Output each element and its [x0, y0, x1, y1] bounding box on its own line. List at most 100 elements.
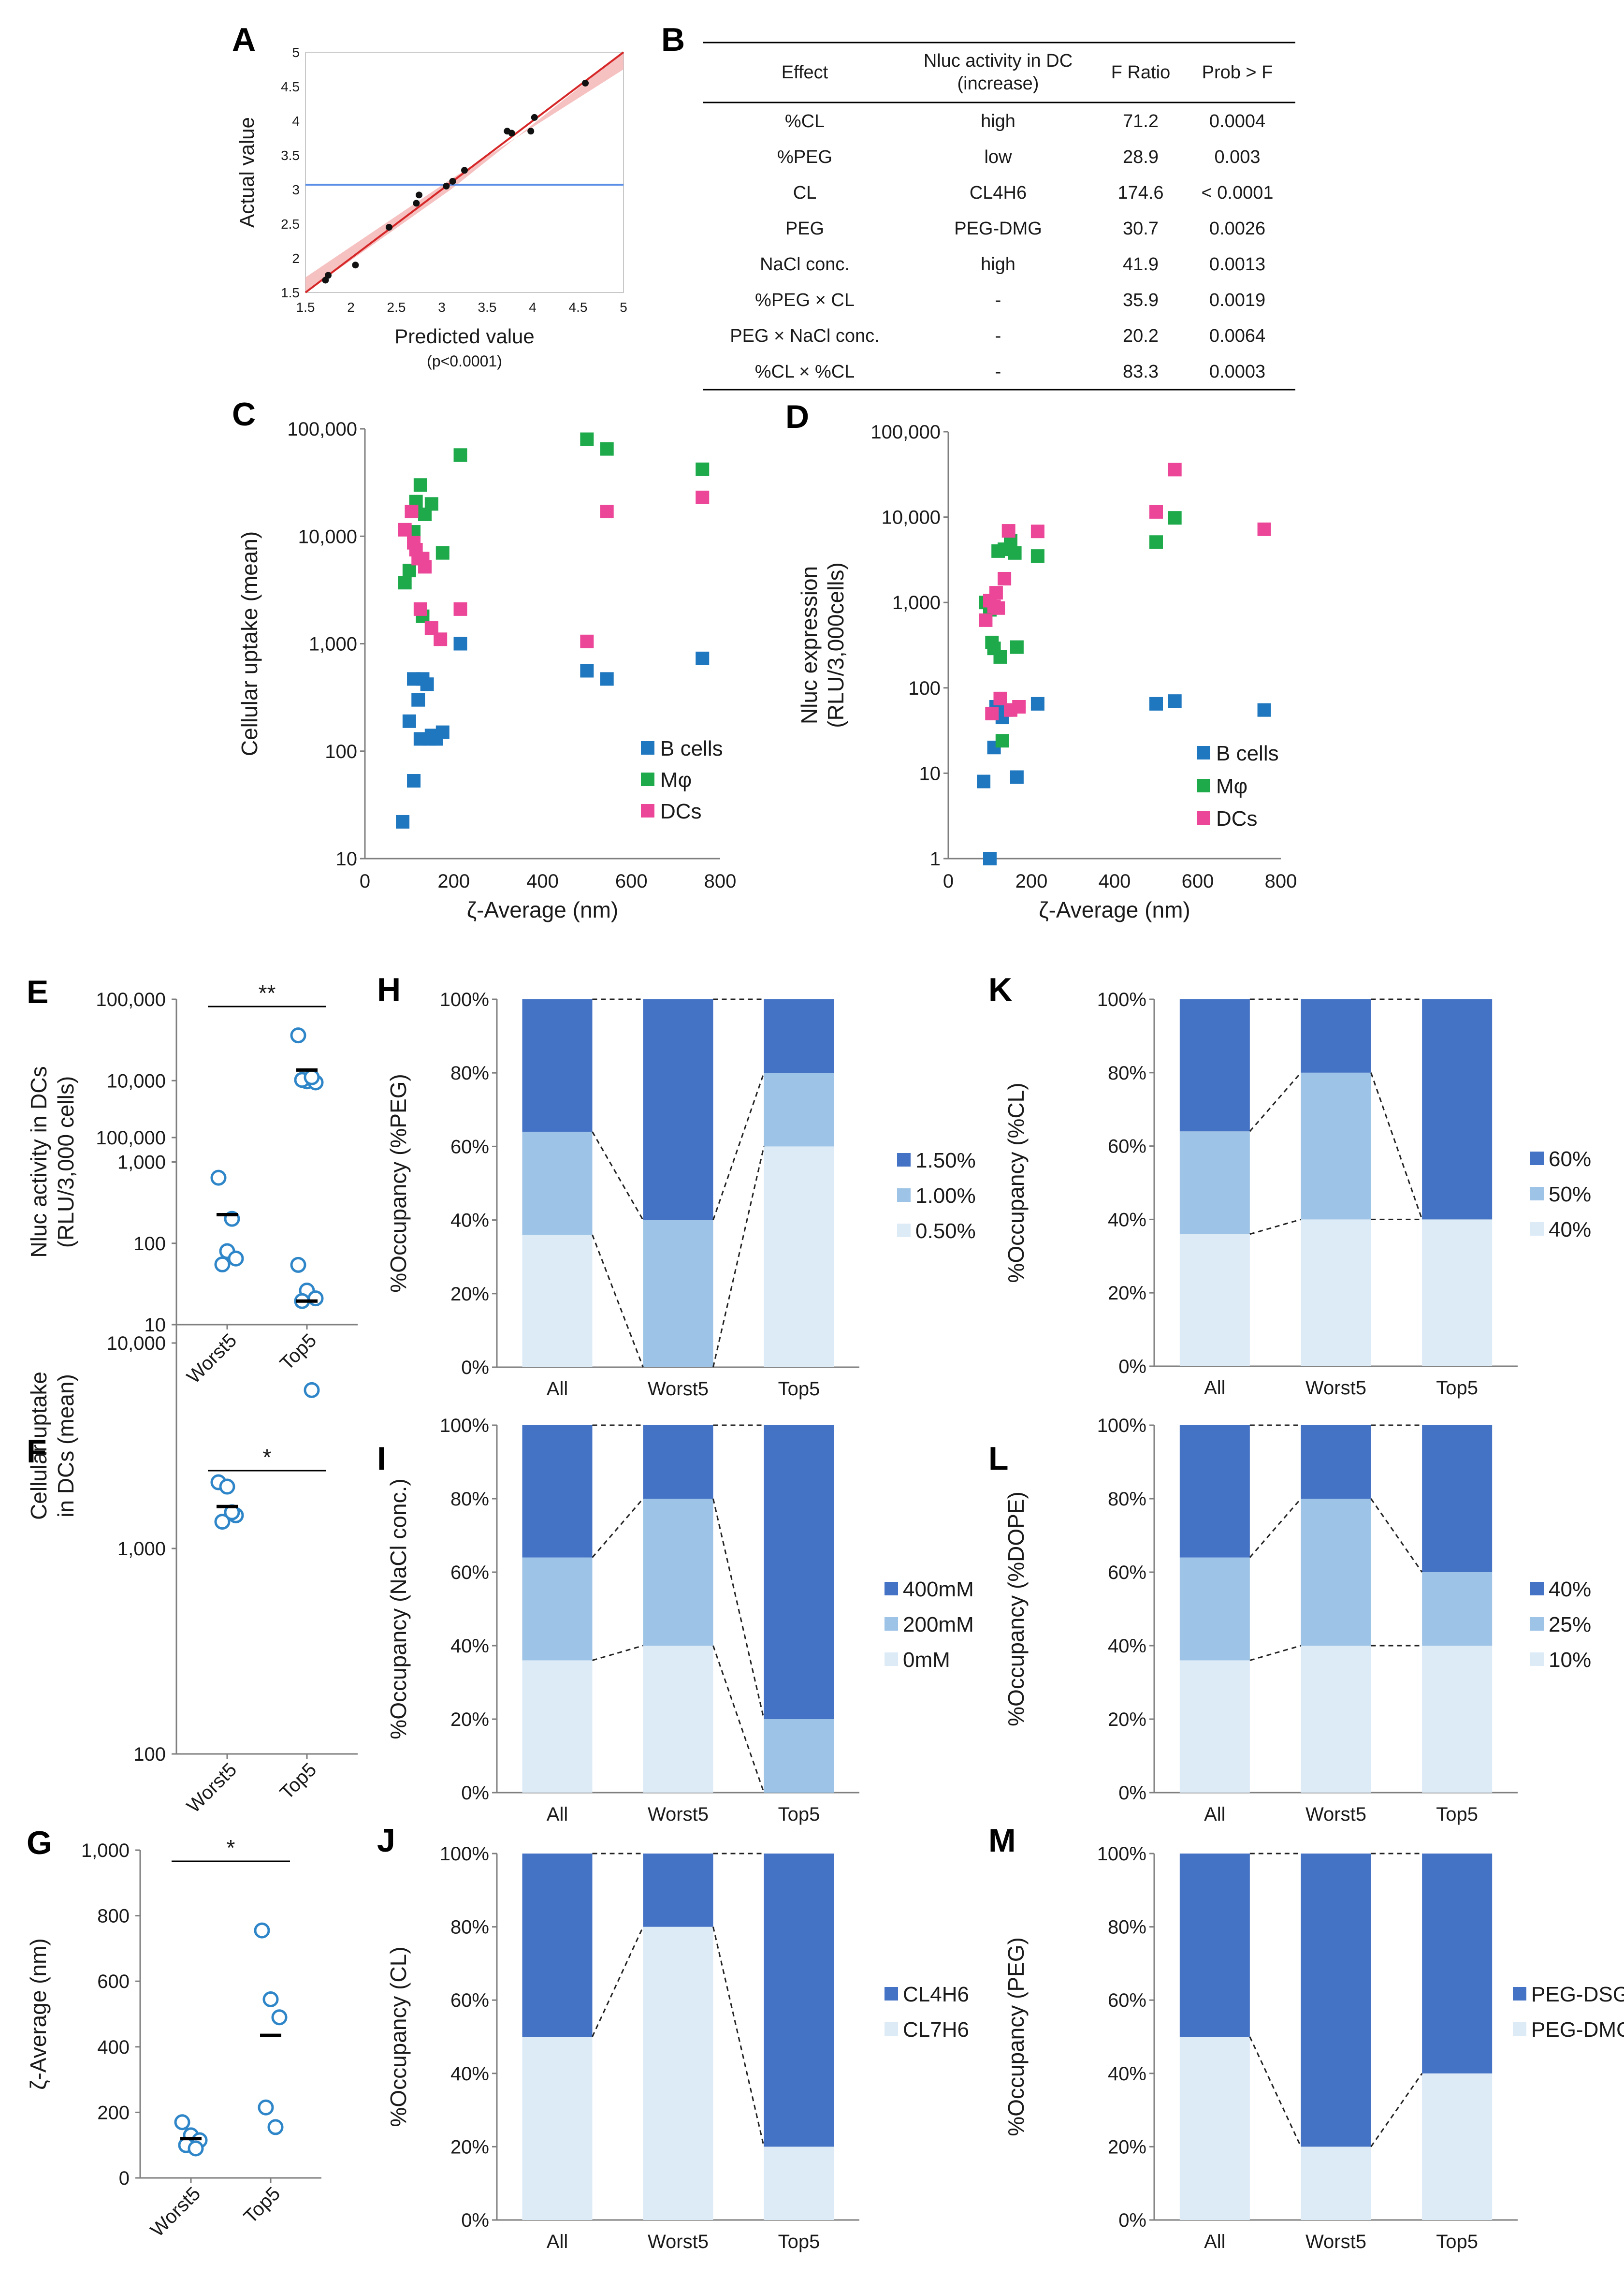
legend-label-c-0: B cells: [660, 737, 723, 760]
xlabel-c: ζ-Average (nm): [467, 897, 618, 922]
marker-d-1-13: [1168, 511, 1182, 525]
marker-d-2-6: [993, 691, 1007, 705]
xcat-m-2: Top5: [1436, 2231, 1478, 2252]
legend-label-c-1: Mφ: [660, 768, 692, 792]
ytick-k-4: 80%: [1108, 1063, 1146, 1084]
marker-c-2-13: [696, 490, 710, 504]
legend-swatch-j-0: [884, 1987, 898, 2001]
point-a-11: [527, 128, 535, 135]
table-cell-6-0: PEG × NaCl conc.: [730, 326, 879, 346]
marker-d-1-6: [995, 734, 1009, 748]
table-cell-1-2: 28.9: [1123, 147, 1159, 167]
marker-d-2-0: [979, 613, 993, 627]
point-a-1: [325, 272, 332, 279]
ytick-j-1: 20%: [450, 2136, 489, 2158]
point-a-4: [413, 200, 420, 207]
bar-seg-i-1-2: [643, 1425, 713, 1499]
ytick-k-5: 100%: [1097, 989, 1146, 1010]
ytick-f-3: 100,000: [96, 1127, 166, 1149]
bar-seg-l-1-2: [1301, 1425, 1371, 1499]
xcat-l-1: Worst5: [1305, 1804, 1366, 1825]
legend-swatch-c-2: [641, 804, 654, 818]
ytick-d-0: 1: [930, 848, 941, 870]
dot-e-0-0: [210, 1169, 227, 1186]
legend-swatch-d-1: [1197, 779, 1210, 792]
ylabel-c: Cellular uptake (mean): [237, 531, 262, 756]
xtick-c-4: 800: [704, 871, 737, 892]
table-cell-5-0: %PEG × CL: [755, 290, 855, 310]
legend-swatch-i-1: [884, 1617, 898, 1631]
ytick-e-2: 1,000: [117, 1152, 166, 1173]
ytick-l-0: 0%: [1118, 1782, 1146, 1804]
legend-swatch-l-0: [1530, 1582, 1544, 1595]
legend-label-h-0: 1.50%: [915, 1149, 976, 1172]
bar-seg-k-0-1: [1179, 1131, 1250, 1234]
table-cell-6-1: -: [995, 326, 1001, 346]
panel-label-g: G: [27, 1825, 52, 1861]
bar-seg-h-0-2: [522, 999, 593, 1132]
xtick-c-1: 200: [437, 871, 470, 892]
bar-seg-i-1-0: [643, 1646, 713, 1793]
point-a-13: [582, 79, 589, 87]
marker-d-0-11: [1257, 703, 1271, 717]
xcat-k-1: Worst5: [1305, 1377, 1366, 1399]
connector-m-0-1: [1370, 2073, 1423, 2147]
marker-d-1-9: [1008, 546, 1022, 560]
marker-d-1-10: [1010, 640, 1024, 654]
panel-label-a: A: [232, 21, 256, 58]
dot-f-1-2: [307, 1290, 324, 1307]
xcat-j-1: Worst5: [648, 2231, 709, 2252]
ytick-j-2: 40%: [450, 2063, 489, 2085]
xtick-a-0: 1.5: [296, 300, 315, 315]
table-cell-3-2: 30.7: [1123, 219, 1159, 239]
legend-swatch-j-1: [884, 2022, 898, 2036]
bar-seg-j-2-0: [764, 2147, 834, 2220]
ytick-k-1: 20%: [1108, 1283, 1146, 1304]
bar-seg-m-1-0: [1301, 2147, 1371, 2220]
bar-seg-h-2-2: [764, 999, 834, 1073]
table-cell-4-1: high: [981, 254, 1015, 275]
dot-g-1-2: [271, 2009, 288, 2026]
xsub-a: (p<0.0001): [427, 352, 502, 370]
marker-c-2-9: [434, 632, 448, 646]
ytick-f-1: 1,000: [117, 1538, 166, 1560]
table-cell-2-2: 174.6: [1117, 183, 1163, 203]
group-label-f-0: Worst5: [183, 1759, 241, 1817]
xlabel-d: ζ-Average (nm): [1039, 897, 1190, 922]
group-label-f-1: Top5: [276, 1759, 320, 1803]
dot-g-1-1: [262, 1991, 279, 2007]
bar-seg-i-0-0: [522, 1660, 593, 1793]
bar-seg-m-1-1: [1301, 1854, 1371, 2147]
ytick-j-5: 100%: [440, 1843, 489, 1865]
ylabel-f-1: in DCs (mean): [53, 1374, 78, 1518]
ylabel-g-0: ζ-Average (nm): [26, 1938, 51, 2089]
xcat-l-2: Top5: [1436, 1804, 1478, 1825]
table-header-nluc: Nluc activity in DC: [924, 51, 1073, 71]
xtick-a-7: 5: [620, 300, 627, 315]
table-cell-7-0: %CL × %CL: [755, 362, 855, 382]
connector-h-1-1: [712, 1072, 765, 1221]
marker-d-2-14: [1257, 522, 1271, 536]
ytick-h-3: 60%: [450, 1136, 489, 1157]
table-cell-2-1: CL4H6: [970, 183, 1027, 203]
xlabel-a: Predicted value: [394, 325, 535, 348]
ylabel-a: Actual value: [235, 117, 258, 228]
bar-seg-l-0-1: [1179, 1557, 1250, 1661]
panel-label-f: F: [27, 1433, 47, 1470]
legend-swatch-k-2: [1530, 1222, 1544, 1236]
ytick-a-0: 1.5: [281, 285, 300, 300]
panel-label-j: J: [377, 1822, 395, 1859]
ytick-j-4: 80%: [450, 1917, 489, 1938]
ytick-h-2: 40%: [450, 1210, 489, 1231]
ytick-a-4: 3.5: [281, 148, 300, 163]
xcat-h-0: All: [547, 1378, 568, 1400]
marker-c-1-12: [696, 462, 710, 476]
panel-label-l: L: [988, 1440, 1009, 1477]
legend-label-h-1: 1.00%: [915, 1184, 976, 1208]
ytick-i-5: 100%: [440, 1415, 489, 1436]
panel-label-c: C: [232, 396, 256, 433]
connector-j-0-0: [592, 1926, 644, 2037]
bar-seg-h-2-0: [764, 1146, 834, 1367]
bar-seg-k-1-2: [1301, 999, 1371, 1073]
ytick-l-3: 60%: [1108, 1562, 1146, 1583]
